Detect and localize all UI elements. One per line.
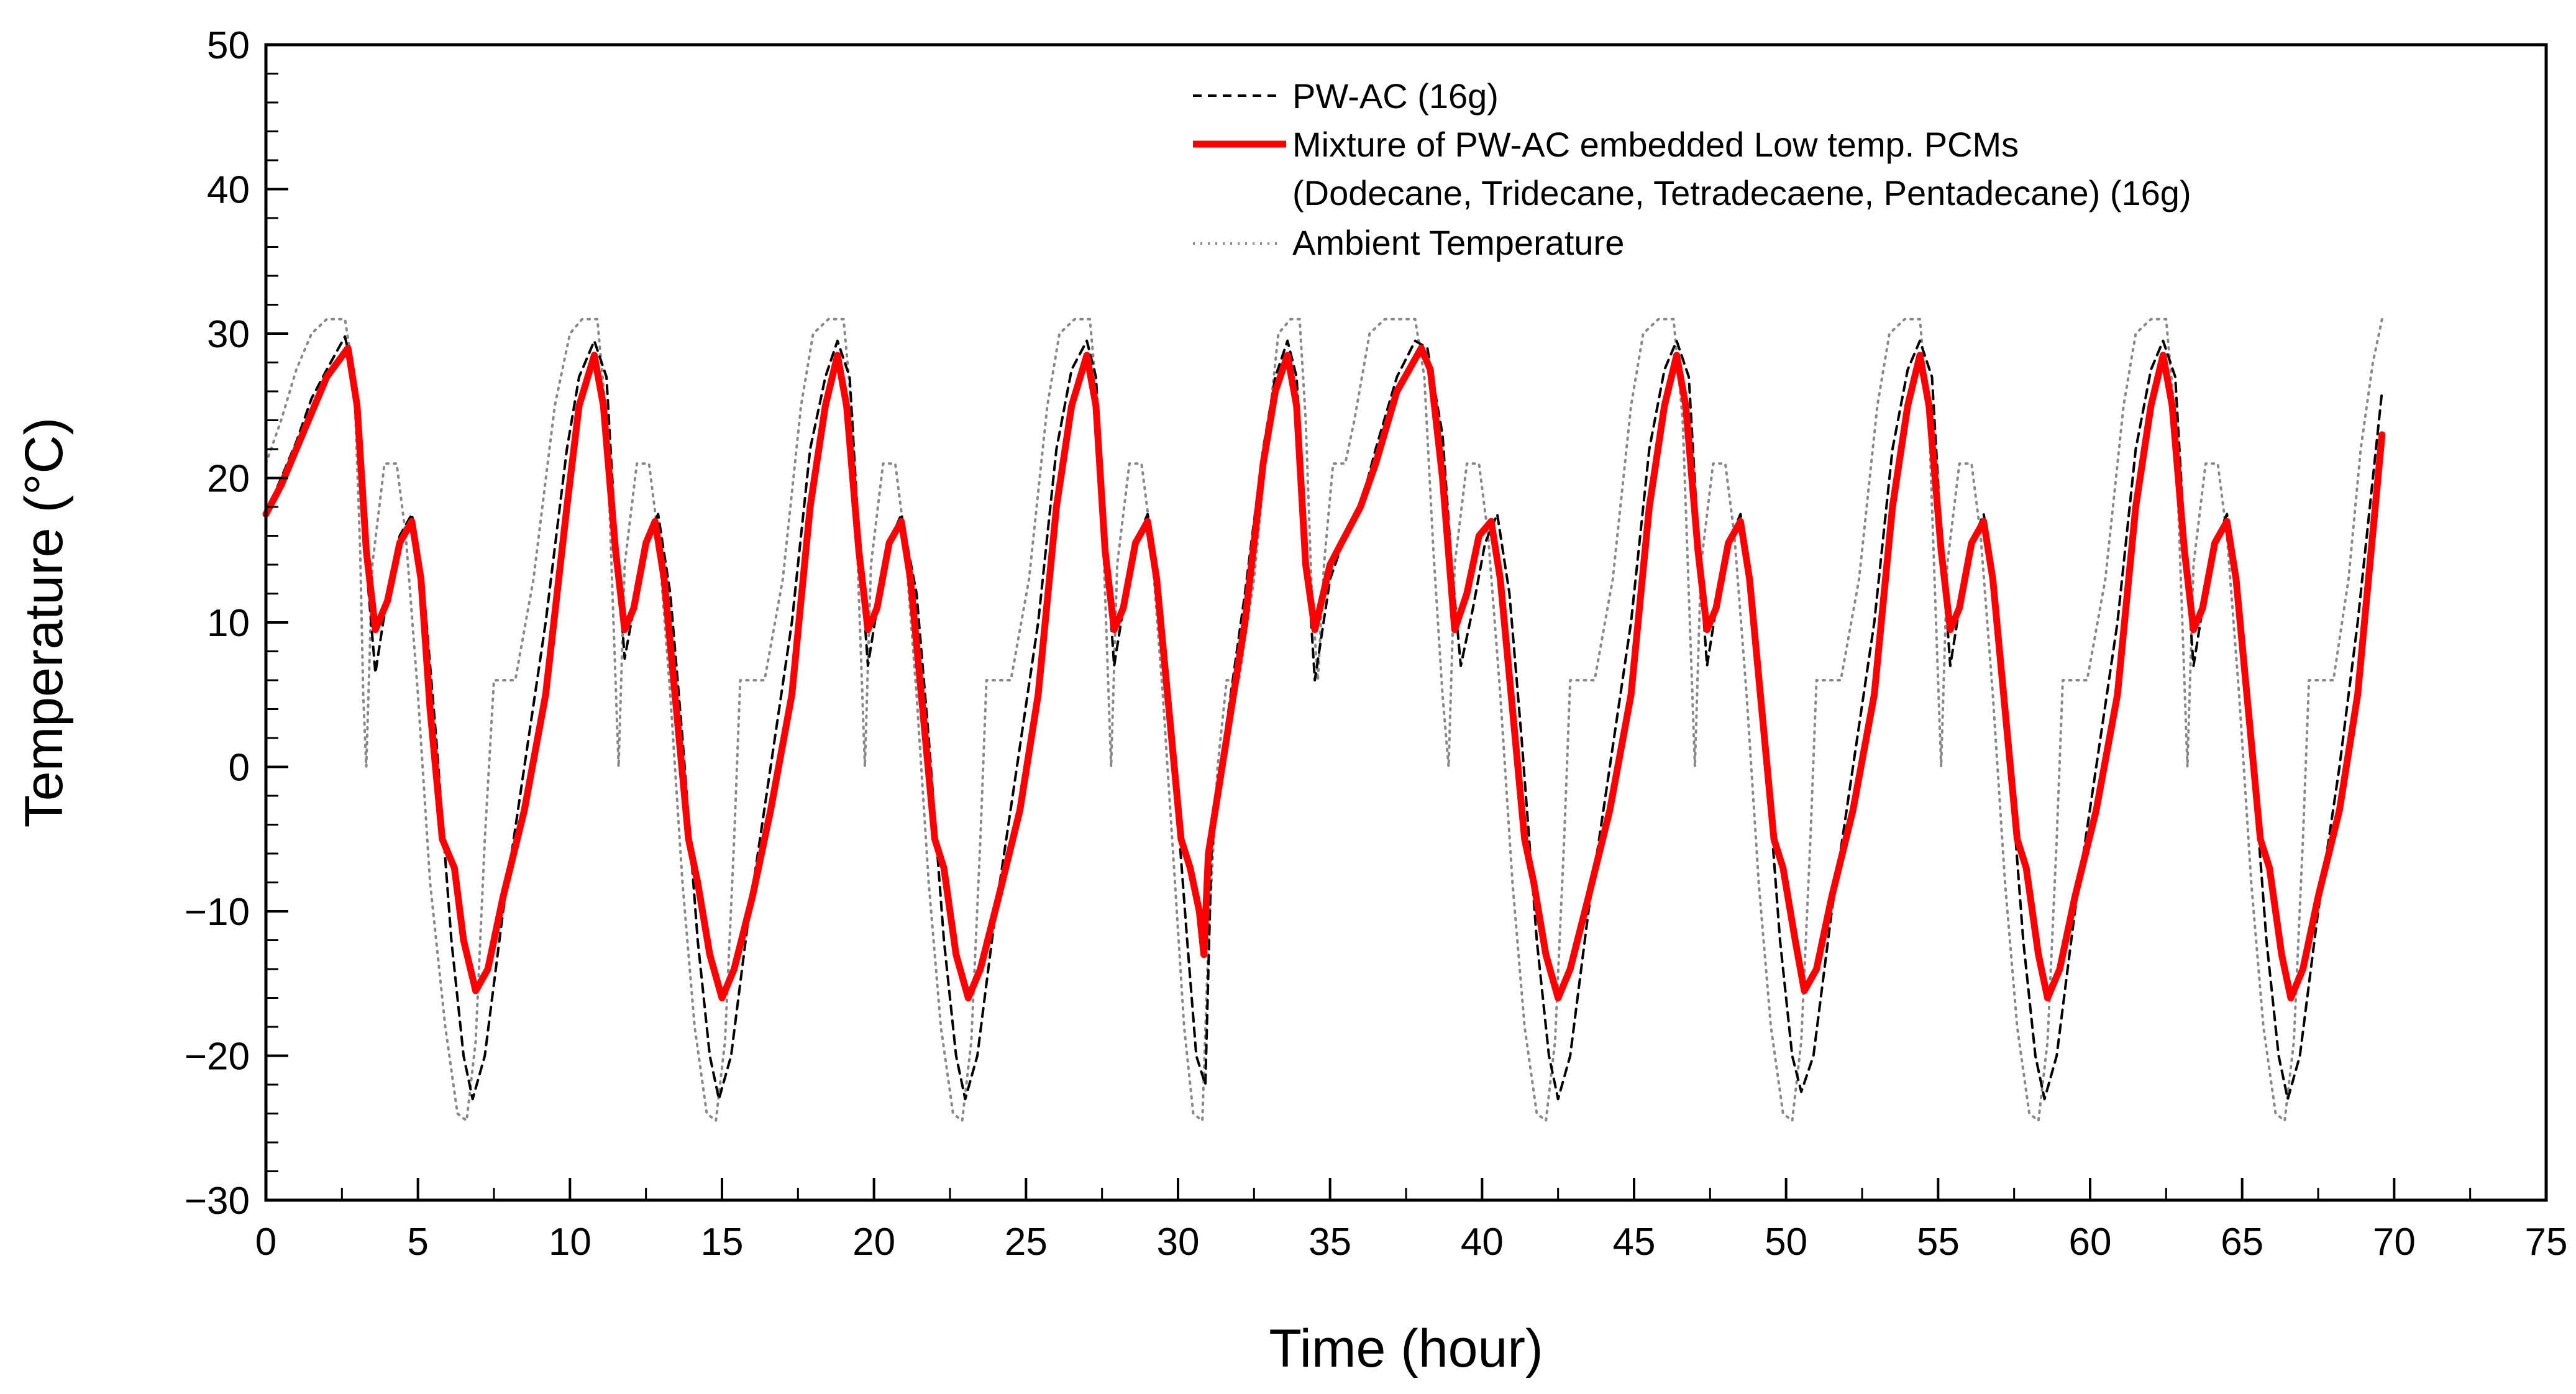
y-tick-label: 10 (207, 602, 250, 645)
x-tick-label: 60 (2069, 1221, 2112, 1264)
x-tick-label: 35 (1309, 1221, 1351, 1264)
legend-label-pcm-mixture: Mixture of PW-AC embedded Low temp. PCMs (1292, 125, 2019, 164)
series-line-ambient (265, 317, 2383, 1123)
legend-label-ambient: Ambient Temperature (1292, 223, 1624, 262)
x-tick-label: 25 (1005, 1221, 1048, 1264)
legend-label-pcm-mixture-line2: (Dodecane, Tridecane, Tetradecaene, Pent… (1292, 173, 2191, 212)
y-tick-label: 40 (207, 169, 250, 212)
y-tick-label: 50 (207, 24, 250, 67)
x-tick-label: 65 (2221, 1221, 2263, 1264)
series-line-pcm-mixture (262, 344, 2386, 1001)
x-tick-label: 75 (2525, 1221, 2568, 1264)
y-tick-label: −30 (185, 1180, 250, 1223)
x-tick-label: 20 (852, 1221, 895, 1264)
x-tick-label: 55 (1917, 1221, 1960, 1264)
x-tick-label: 10 (549, 1221, 591, 1264)
y-tick-label: 20 (207, 458, 250, 501)
legend-label-pwac: PW-AC (16g) (1292, 76, 1499, 116)
x-tick-label: 70 (2373, 1221, 2416, 1264)
x-tick-label: 15 (701, 1221, 744, 1264)
x-tick-label: 45 (1613, 1221, 1656, 1264)
x-tick-label: 40 (1461, 1221, 1504, 1264)
x-axis-title: Time (hour) (1269, 1319, 1543, 1378)
y-tick-label: −10 (185, 891, 250, 934)
x-tick-label: 30 (1157, 1221, 1200, 1264)
plot-frame (264, 43, 2548, 1202)
y-tick-label: 0 (229, 747, 250, 790)
series-line-pwac (265, 335, 2383, 1101)
y-tick-label: −20 (185, 1036, 250, 1078)
x-tick-label: 0 (255, 1221, 276, 1264)
y-axis-title: Temperature (°C) (14, 417, 74, 827)
y-tick-label: 30 (207, 313, 250, 356)
x-tick-label: 50 (1765, 1221, 1807, 1264)
x-tick-label: 5 (407, 1221, 428, 1264)
legend: PW-AC (16g) Mixture of PW-AC embedded Lo… (1193, 76, 2191, 262)
